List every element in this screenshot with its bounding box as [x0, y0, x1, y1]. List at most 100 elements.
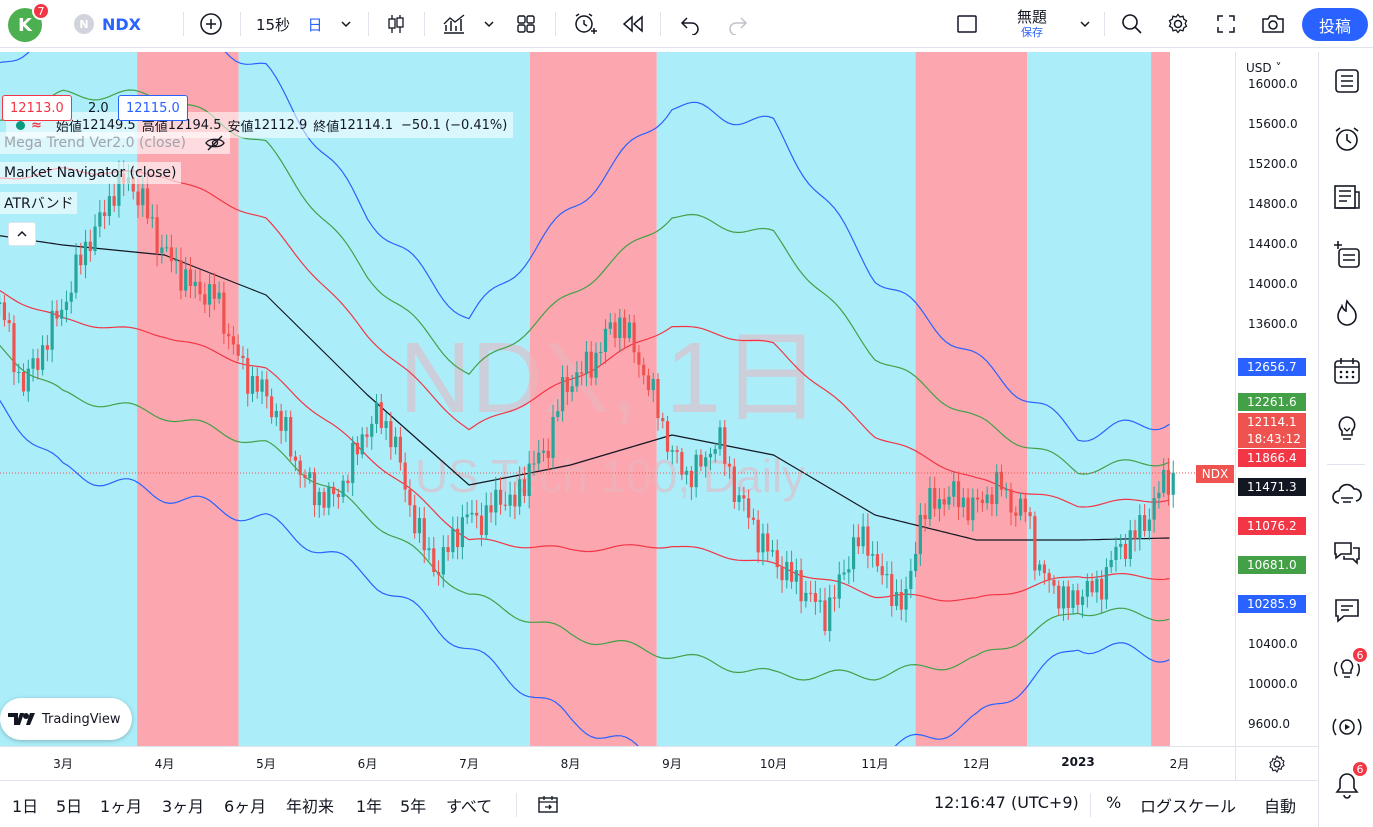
redo-button[interactable]	[722, 0, 754, 48]
streams-button[interactable]	[1330, 710, 1364, 744]
compare-symbol-button[interactable]	[194, 0, 228, 48]
timezone-clock[interactable]: 12:16:47 (UTC+9)	[934, 793, 1079, 812]
hotlists-button[interactable]	[1330, 296, 1364, 330]
indicators-button[interactable]	[438, 0, 470, 48]
news-button[interactable]	[1330, 180, 1364, 214]
candle-body	[651, 379, 655, 391]
calendar-button[interactable]	[1330, 354, 1364, 388]
eye-off-icon[interactable]	[204, 134, 226, 152]
candle-body	[689, 470, 693, 488]
candle	[398, 427, 402, 471]
indicator-legend-mega-trend[interactable]: Mega Trend Ver2.0 (close)	[0, 132, 230, 154]
candle	[1066, 580, 1070, 620]
candle-body	[1157, 492, 1161, 499]
candle-body	[131, 177, 135, 192]
range-button[interactable]: すべて	[446, 797, 493, 816]
candle-body	[584, 351, 589, 374]
chats-button[interactable]	[1330, 536, 1364, 570]
symbol-price-tag: NDX	[1196, 465, 1234, 483]
price-axis[interactable]: USD ˅ 16000.0 15600.0 15200.0 14800.0 14400.…	[1235, 52, 1318, 746]
range-button[interactable]: 6ヶ月	[224, 797, 267, 816]
layout-dropdown[interactable]	[1074, 0, 1096, 48]
search-button[interactable]	[1116, 0, 1148, 48]
range-button[interactable]: 1ヶ月	[100, 797, 143, 816]
lower-inner-band	[0, 290, 1170, 602]
currency-selector[interactable]: USD ˅	[1246, 61, 1282, 75]
chart-type-button[interactable]	[380, 0, 412, 48]
candle-body	[498, 489, 503, 505]
fullscreen-toggle[interactable]	[950, 0, 984, 48]
candle-body	[1066, 586, 1070, 608]
candle-body	[1109, 559, 1113, 568]
candle	[1109, 550, 1113, 573]
price-chart[interactable]: NDX, 1日 US Tech 100, Daily	[0, 52, 1235, 746]
undo-icon	[680, 17, 699, 35]
range-button[interactable]: 年初来	[286, 797, 335, 816]
messages-button[interactable]	[1330, 594, 1364, 628]
high-value: 12194.5	[167, 117, 222, 133]
undo-button[interactable]	[674, 0, 706, 48]
replay-button[interactable]	[616, 0, 650, 48]
time-axis[interactable]: 3月 4月 5月 6月 7月 8月 9月 10月 11月 12月 2023 2月	[0, 746, 1235, 780]
layout-button[interactable]	[510, 0, 542, 48]
candle	[1152, 486, 1156, 533]
candle	[990, 486, 994, 517]
candle-body	[661, 418, 665, 422]
candle-body	[193, 281, 197, 286]
interval-15s-button[interactable]: 15秒	[255, 15, 291, 34]
candle	[1018, 492, 1023, 521]
maximize-button[interactable]	[1210, 0, 1242, 48]
candle-body	[775, 550, 779, 568]
candle-body	[985, 494, 989, 504]
candle-body	[637, 352, 641, 365]
candle-body	[1138, 515, 1142, 539]
data-window-button[interactable]	[1330, 238, 1364, 272]
range-button[interactable]: 1年	[356, 797, 383, 816]
candle-body	[1128, 530, 1132, 560]
symbol-search-button[interactable]: N NDX	[74, 0, 144, 48]
tradingview-logo[interactable]: TradingView	[0, 698, 132, 740]
interval-day-button[interactable]: 日	[307, 15, 323, 34]
layout-save-button[interactable]: 無題 保存	[1000, 0, 1064, 48]
buy-price-button[interactable]: 12115.0	[118, 95, 188, 121]
candle-body	[532, 463, 536, 465]
sell-price-button[interactable]: 12113.0	[2, 95, 72, 121]
candle-body	[871, 554, 875, 556]
indicator-legend-atr-band[interactable]: ATRバンド	[0, 192, 78, 214]
interval-dropdown[interactable]	[334, 0, 358, 48]
ideas-button[interactable]	[1330, 412, 1364, 446]
candle-body	[360, 434, 364, 455]
range-button[interactable]: 1日	[12, 797, 39, 816]
alarm-plus-icon	[575, 13, 597, 34]
settings-button[interactable]	[1162, 0, 1194, 48]
candle	[861, 513, 865, 554]
pine-editor-button[interactable]	[1330, 478, 1364, 512]
range-button[interactable]: 5日	[56, 797, 83, 816]
collapse-legend-button[interactable]	[8, 222, 36, 246]
goto-date-button[interactable]	[536, 793, 560, 819]
percent-scale-toggle[interactable]: %	[1106, 793, 1122, 812]
range-button[interactable]: 5年	[400, 797, 427, 816]
candle-body	[55, 310, 59, 319]
log-scale-toggle[interactable]: ログスケール	[1140, 797, 1237, 816]
range-button[interactable]: 3ヶ月	[162, 797, 205, 816]
candle	[112, 183, 116, 212]
close-label: 終値	[313, 119, 340, 135]
candle	[947, 486, 951, 510]
candle	[1142, 504, 1147, 537]
watchlist-button[interactable]	[1330, 64, 1364, 98]
candle	[747, 489, 751, 530]
publish-button[interactable]: 投稿	[1302, 8, 1368, 41]
chart-pane[interactable]: NDX, 1日 US Tech 100, Daily ≈ 始値 12149.5 高…	[0, 52, 1235, 746]
alerts-button[interactable]	[1330, 122, 1364, 156]
candle	[689, 466, 693, 501]
indicators-dropdown[interactable]	[478, 0, 500, 48]
alert-button[interactable]	[568, 0, 602, 48]
auto-scale-toggle[interactable]: 自動	[1264, 797, 1297, 816]
candle-body	[494, 489, 498, 513]
indicator-legend-market-navigator[interactable]: Market Navigator (close)	[0, 162, 181, 184]
chart-settings-corner[interactable]	[1235, 746, 1318, 780]
candle-body	[336, 494, 340, 497]
notifications-button[interactable]	[1330, 768, 1364, 802]
snapshot-button[interactable]	[1256, 0, 1290, 48]
